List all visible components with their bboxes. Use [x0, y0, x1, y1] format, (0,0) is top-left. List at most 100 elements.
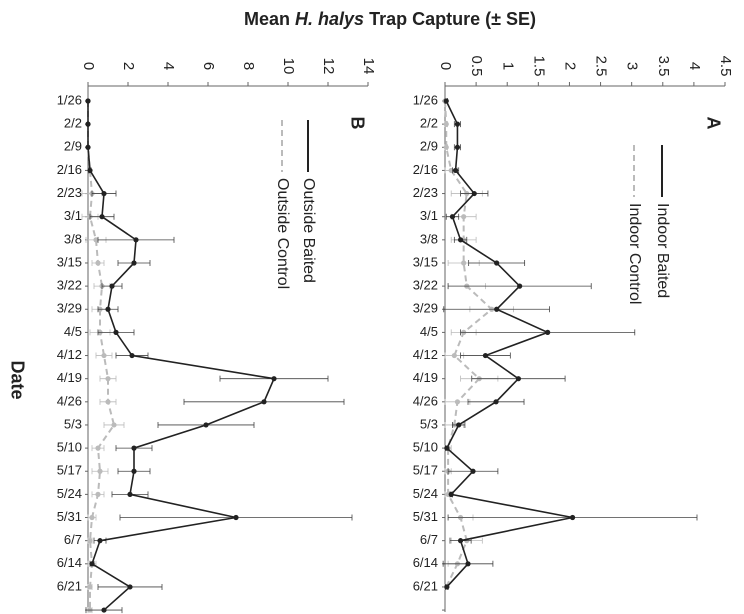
data-point	[569, 514, 576, 521]
y-tick-label: 1	[499, 62, 516, 70]
data-point	[89, 514, 95, 521]
y-tick-label: 4	[686, 62, 703, 70]
y-tick-label: 3.5	[655, 56, 672, 77]
data-point	[449, 214, 456, 220]
data-point	[482, 352, 489, 359]
x-tick-label: 2/2	[420, 116, 438, 131]
x-tick-label: 4/5	[64, 324, 82, 339]
data-point	[457, 237, 464, 243]
x-tick-label: 2/9	[64, 139, 82, 154]
data-point	[85, 121, 91, 127]
data-point	[456, 422, 462, 428]
x-tick-label: 4/5	[420, 324, 438, 339]
data-point	[95, 491, 101, 497]
title-part: Trap Capture (± SE)	[364, 9, 536, 29]
legend-label: Outside Baited	[300, 178, 317, 283]
legend-label: Outside Control	[274, 178, 291, 289]
data-point	[454, 121, 461, 127]
x-tick-label: 5/24	[57, 486, 82, 501]
x-tick-label: 5/10	[413, 440, 438, 455]
data-point	[271, 376, 277, 382]
data-point	[452, 167, 459, 174]
data-point	[457, 538, 464, 544]
data-point	[448, 491, 454, 497]
data-point	[105, 376, 111, 382]
chart-title: Mean H. halys Trap Capture (± SE)	[244, 9, 536, 29]
data-point	[493, 399, 499, 405]
data-point	[97, 468, 103, 474]
x-tick-label: 5/3	[420, 416, 438, 431]
data-point	[89, 561, 95, 567]
data-point	[127, 491, 133, 497]
panel-label: B	[347, 117, 367, 130]
x-tick-label: 6/21	[57, 578, 82, 593]
data-point	[109, 283, 115, 289]
x-tick-label: 2/9	[420, 139, 438, 154]
data-point	[127, 584, 133, 590]
x-tick-label: 5/31	[57, 509, 82, 524]
data-point	[101, 607, 107, 613]
y-tick-label: 0	[80, 62, 97, 70]
data-point	[95, 260, 101, 266]
x-axis-label: Date	[7, 360, 27, 399]
x-tick-label: 3/22	[57, 278, 82, 293]
x-tick-label: 4/19	[57, 370, 82, 385]
data-point	[443, 98, 449, 104]
x-tick-label: 6/14	[57, 555, 82, 570]
data-point	[93, 237, 99, 243]
data-point	[111, 422, 117, 428]
data-point	[454, 399, 461, 405]
x-tick-label: 6/7	[420, 532, 438, 547]
x-tick-label: 4/19	[413, 370, 438, 385]
x-tick-label: 3/8	[64, 231, 82, 246]
y-tick-label: 10	[280, 58, 297, 75]
data-point	[133, 237, 139, 243]
data-point	[451, 352, 457, 359]
y-tick-label: 2	[561, 62, 578, 70]
x-tick-label: 4/26	[413, 393, 438, 408]
x-tick-label: 2/16	[413, 162, 438, 177]
panel-label: A	[703, 117, 723, 130]
x-tick-label: 2/23	[413, 185, 438, 200]
x-tick-label: 5/17	[57, 463, 82, 478]
x-tick-label: 1/26	[57, 92, 82, 107]
data-point	[233, 514, 239, 521]
data-point	[85, 144, 91, 150]
y-tick-label: 6	[200, 62, 217, 70]
data-point	[101, 190, 107, 197]
x-tick-label: 6/7	[64, 532, 82, 547]
x-tick-label: 5/3	[64, 416, 82, 431]
data-point	[454, 144, 461, 150]
legend-label: Indoor Control	[626, 203, 643, 304]
data-point	[99, 214, 105, 220]
y-tick-label: 0.5	[468, 56, 485, 77]
data-point	[545, 329, 551, 335]
y-tick-label: 0	[437, 62, 454, 70]
x-tick-label: 3/15	[57, 254, 82, 269]
data-point	[85, 98, 91, 104]
data-point	[101, 352, 107, 359]
series-line	[445, 100, 573, 588]
y-tick-label: 2	[120, 62, 137, 70]
series-line	[87, 101, 116, 611]
data-point	[494, 260, 500, 266]
y-tick-label: 8	[240, 62, 257, 70]
title-part: H. halys	[295, 9, 364, 29]
y-tick-label: 12	[320, 58, 337, 75]
data-point	[461, 214, 467, 220]
x-tick-label: 5/17	[413, 463, 438, 478]
data-point	[443, 144, 449, 150]
data-point	[87, 167, 93, 174]
data-point	[494, 306, 500, 312]
x-tick-label: 3/22	[413, 278, 438, 293]
data-point	[203, 422, 209, 428]
x-tick-label: 4/12	[57, 347, 82, 362]
data-point	[471, 190, 477, 197]
data-point	[113, 329, 119, 335]
data-point	[87, 538, 93, 544]
y-tick-label: 4	[160, 62, 177, 70]
y-tick-label: 4.5	[717, 56, 734, 77]
x-tick-label: 1/26	[413, 92, 438, 107]
data-point	[443, 121, 449, 127]
